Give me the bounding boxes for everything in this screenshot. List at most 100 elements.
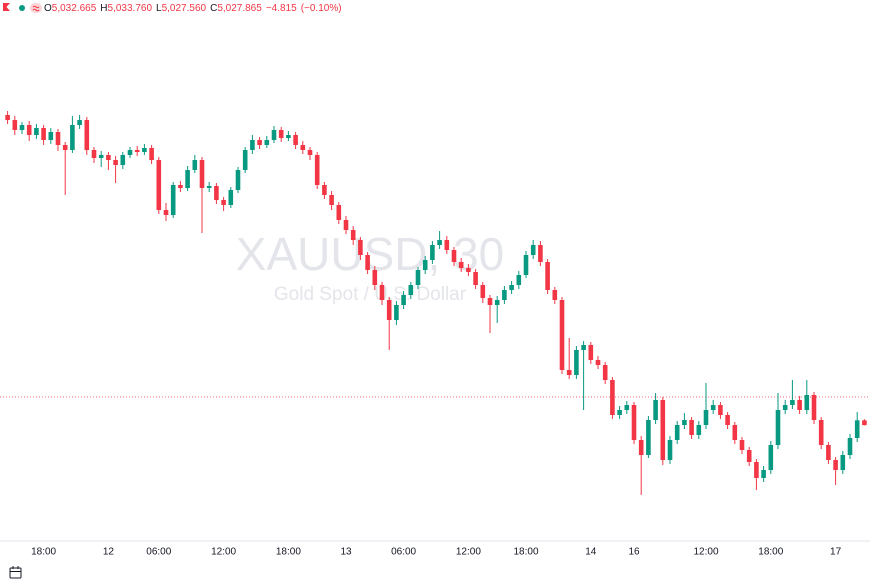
candle-body — [314, 155, 320, 185]
candle-body — [350, 230, 356, 240]
candle-body — [523, 255, 529, 275]
high-value: 5,033.760 — [107, 2, 153, 14]
candle-body — [761, 470, 766, 478]
candle-body — [718, 405, 723, 415]
candle-body — [797, 400, 802, 410]
header-icons[interactable] — [0, 0, 44, 16]
candle-body — [818, 420, 824, 445]
candle-body — [343, 220, 349, 230]
watermark-symbol: XAUUSD, 30 — [236, 228, 504, 280]
candle-body — [214, 186, 219, 200]
candle-body — [55, 132, 61, 145]
candle-body — [833, 460, 838, 470]
candle-body — [840, 455, 846, 470]
candle-body — [854, 420, 860, 438]
x-tick-label: 18:00 — [513, 547, 538, 558]
candle-body — [746, 450, 752, 462]
candle-body — [502, 290, 507, 300]
candle-body — [811, 395, 817, 420]
watermark-description: Gold Spot / U.S. Dollar — [274, 284, 467, 305]
candle-body — [710, 405, 716, 410]
calendar-icon[interactable] — [9, 566, 22, 579]
candle-body — [790, 400, 795, 405]
candle-body — [509, 285, 514, 290]
candle-body — [566, 370, 572, 375]
candle-body — [682, 420, 687, 425]
candle-body — [602, 365, 608, 380]
candle-body — [473, 272, 478, 285]
candle-body — [782, 405, 788, 410]
candle-body — [185, 170, 190, 188]
change-percent: (−0.10%) — [300, 2, 342, 14]
candle-body — [242, 150, 248, 170]
candle-body — [62, 145, 68, 150]
candle-body — [386, 300, 392, 320]
candle-body — [480, 285, 486, 298]
candle-body — [646, 420, 651, 455]
candle-body — [631, 405, 637, 440]
candle-body — [530, 245, 536, 255]
x-tick-label: 14 — [585, 547, 597, 558]
candle-body — [372, 270, 378, 285]
candle-body — [257, 140, 262, 145]
candle-body — [624, 405, 630, 410]
candle-body — [199, 160, 205, 188]
candle-body — [12, 120, 18, 130]
close-label: C — [210, 2, 218, 14]
candle-body — [142, 148, 147, 152]
x-tick-label: 12:00 — [456, 547, 481, 558]
candle-body — [516, 275, 522, 285]
candle-body — [134, 150, 140, 152]
x-tick-label: 12 — [103, 547, 115, 558]
candle-body — [487, 298, 493, 305]
candle-body — [754, 462, 759, 478]
candle-body — [170, 185, 176, 215]
candle-body — [365, 255, 370, 270]
candle-body — [739, 440, 745, 450]
x-tick-label: 16 — [628, 547, 640, 558]
candle-body — [48, 132, 54, 140]
candle-body — [394, 305, 399, 320]
candle-body — [574, 350, 579, 375]
candle-body — [545, 262, 550, 290]
candle-body — [451, 250, 457, 262]
candle-body — [77, 120, 82, 125]
close-value: 5,027.865 — [217, 2, 262, 14]
low-value: 5,027.560 — [161, 2, 207, 14]
candle-body — [538, 245, 543, 262]
x-tick-label: 06:00 — [146, 547, 171, 558]
candle-body — [149, 148, 154, 160]
candle-body — [444, 240, 450, 250]
candle-body — [581, 345, 586, 350]
candle-body — [689, 420, 694, 435]
open-label: O — [44, 2, 52, 14]
candle-body — [206, 186, 212, 188]
candle-body — [595, 360, 601, 365]
high-label: H — [100, 2, 108, 14]
x-tick-label: 17 — [830, 547, 842, 558]
candle-body — [725, 415, 730, 425]
candle-body — [696, 425, 702, 435]
candle-body — [559, 300, 565, 370]
x-tick-label: 18:00 — [758, 547, 783, 558]
candle-body — [674, 425, 680, 440]
candle-body — [5, 115, 10, 120]
candle-body — [437, 240, 442, 245]
x-tick-label: 18:00 — [276, 547, 301, 558]
candle-body — [264, 140, 270, 145]
candle-body — [156, 160, 162, 210]
x-tick-label: 13 — [340, 547, 352, 558]
open-value: 5,032.665 — [51, 2, 97, 14]
candle-body — [660, 400, 666, 460]
candle-body — [26, 125, 32, 135]
x-tick-label: 12:00 — [693, 547, 718, 558]
candle-body — [228, 190, 234, 205]
candle-body — [106, 155, 111, 160]
candle-body — [422, 260, 428, 270]
candle-body — [278, 130, 284, 138]
candle-body — [379, 285, 385, 300]
x-tick-label: 18:00 — [31, 547, 56, 558]
candle-body — [588, 345, 594, 360]
